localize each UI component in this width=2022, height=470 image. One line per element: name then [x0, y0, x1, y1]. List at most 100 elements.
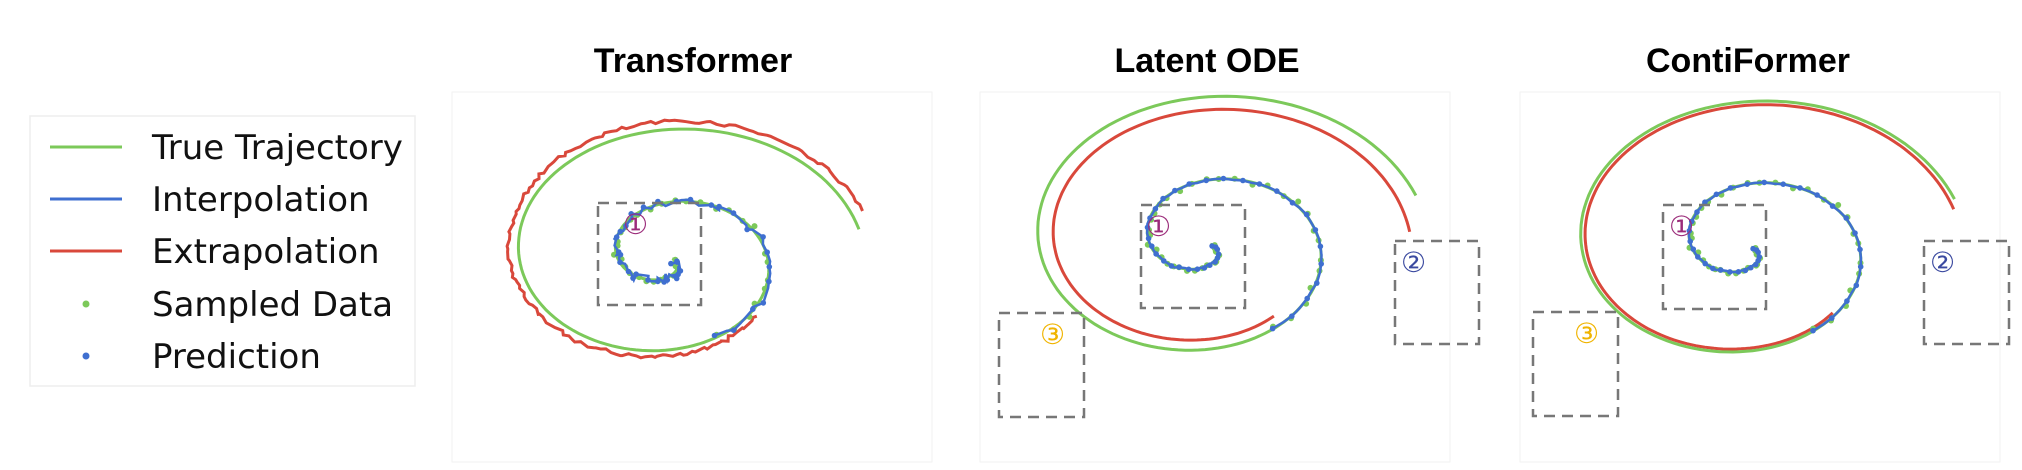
data-point: [1810, 327, 1816, 334]
data-point: [1201, 265, 1208, 271]
data-point: [1220, 175, 1227, 182]
data-point: [1256, 181, 1263, 187]
region-box-2: [1922, 239, 2011, 346]
region-marker-3: ③: [1574, 317, 1599, 350]
data-point: [760, 300, 767, 306]
data-point: [1214, 246, 1221, 253]
data-point: [1702, 199, 1708, 205]
data-point: [1168, 263, 1175, 269]
data-point: [655, 278, 661, 285]
data-point: [1289, 200, 1296, 206]
data-point: [1318, 261, 1324, 267]
data-point: [1153, 251, 1159, 257]
data-point: [1686, 228, 1693, 234]
data-point: [1207, 262, 1213, 269]
data-point: [674, 258, 680, 265]
data-point: [1172, 187, 1178, 194]
region-marker-2: ②: [1930, 246, 1955, 279]
data-point: [1314, 280, 1320, 286]
data-point: [764, 249, 770, 255]
data-point: [1844, 298, 1850, 304]
data-point: [1203, 177, 1209, 184]
data-point: [1717, 267, 1724, 273]
true-trajectory-curve: [516, 127, 861, 353]
data-point: [1761, 179, 1767, 186]
data-point: [1780, 181, 1786, 187]
data-point: [1147, 215, 1153, 221]
panel-frame-transformer: [451, 91, 933, 463]
data-point: [633, 271, 639, 278]
extrapolation-curve: [1051, 107, 1412, 342]
data-point: [1186, 181, 1192, 187]
data-point: [668, 260, 674, 267]
data-point: [1857, 246, 1863, 253]
data-point: [1687, 238, 1693, 245]
data-point: [1240, 177, 1246, 184]
data-point: [1194, 266, 1201, 273]
legend-swatch-prediction: [82, 352, 90, 360]
data-point: [1144, 224, 1151, 231]
data-point: [1695, 254, 1701, 260]
data-point: [617, 259, 623, 266]
prediction-points: [1144, 175, 1324, 332]
data-point: [640, 204, 647, 210]
panel-contiformer: ① ② ③: [1531, 99, 2011, 418]
data-point: [1312, 227, 1319, 233]
panel-title-transformer: Transformer: [594, 42, 792, 80]
panel-title-latent-ode: Latent ODE: [1114, 42, 1299, 80]
legend-label-extrapolation: Extrapolation: [152, 232, 380, 272]
data-point: [1694, 209, 1700, 215]
data-point: [1269, 325, 1276, 332]
region-box-2: [1393, 239, 1481, 346]
data-point: [1161, 258, 1167, 264]
data-point: [1690, 246, 1697, 252]
legend-label-sampled-data: Sampled Data: [152, 285, 393, 325]
data-point: [1713, 191, 1720, 198]
data-point: [1688, 218, 1695, 225]
data-point: [750, 306, 756, 313]
data-point: [1185, 266, 1192, 273]
data-point: [687, 196, 694, 203]
data-point: [661, 279, 667, 285]
data-point: [630, 275, 636, 281]
data-point: [711, 332, 718, 339]
data-point: [1755, 249, 1761, 256]
data-point: [1748, 264, 1754, 271]
legend-label-interpolation: Interpolation: [152, 180, 370, 220]
region-marker-2: ②: [1401, 246, 1426, 279]
data-point: [1702, 260, 1708, 267]
data-point: [760, 234, 766, 240]
data-point: [1152, 206, 1159, 212]
data-point: [1742, 267, 1749, 274]
panel-latent-ode: ① ② ③: [997, 94, 1481, 419]
data-point: [716, 203, 722, 210]
data-point: [1735, 269, 1742, 275]
data-point: [1753, 261, 1759, 268]
region-marker-3: ③: [1040, 318, 1065, 351]
data-point: [673, 275, 680, 282]
data-point: [1289, 313, 1295, 320]
data-point: [1829, 203, 1836, 209]
data-point: [628, 211, 634, 217]
data-point: [744, 226, 750, 233]
panel-frame-contiformer: [1519, 91, 2001, 463]
data-point: [1853, 282, 1860, 289]
region-box-3: [1531, 310, 1620, 418]
region-marker-1: ①: [1146, 210, 1171, 243]
data-point: [730, 210, 737, 216]
data-point: [1835, 202, 1842, 208]
data-point: [1744, 181, 1750, 187]
data-point: [1304, 295, 1310, 302]
data-point: [1843, 215, 1849, 221]
data-point: [1857, 263, 1864, 270]
prediction-points: [1686, 179, 1864, 334]
region-box-3: [997, 311, 1086, 419]
data-point: [1149, 243, 1155, 249]
data-point: [1295, 198, 1302, 205]
data-point: [1303, 211, 1310, 218]
data-point: [623, 223, 629, 229]
data-point: [730, 327, 737, 334]
region-box-1: [1661, 203, 1768, 311]
true-trajectory-curve: [1579, 99, 1956, 354]
